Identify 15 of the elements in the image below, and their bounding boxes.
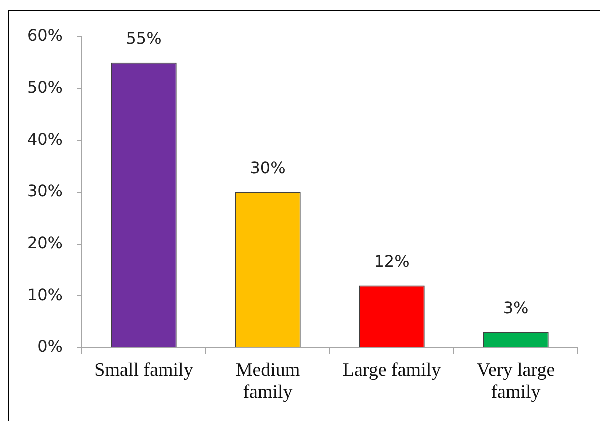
y-tick-label: 20% <box>27 233 63 252</box>
y-tick-label: 30% <box>27 182 63 201</box>
data-label: 30% <box>250 158 286 178</box>
y-tick-label: 0% <box>38 337 63 356</box>
x-tick-label: Small family <box>94 360 194 381</box>
y-tick-label: 60% <box>27 26 63 46</box>
y-tick-label: 50% <box>27 78 63 97</box>
y-tick-label: 40% <box>27 130 63 149</box>
x-tick-label: Large family <box>342 360 442 381</box>
y-tick-label: 10% <box>27 285 63 304</box>
data-label: 3% <box>503 298 529 318</box>
data-label: 55% <box>126 29 162 48</box>
data-label: 12% <box>374 252 410 271</box>
x-tick-label: Very large family <box>476 360 556 403</box>
x-tick-label: Medium family <box>236 360 300 403</box>
